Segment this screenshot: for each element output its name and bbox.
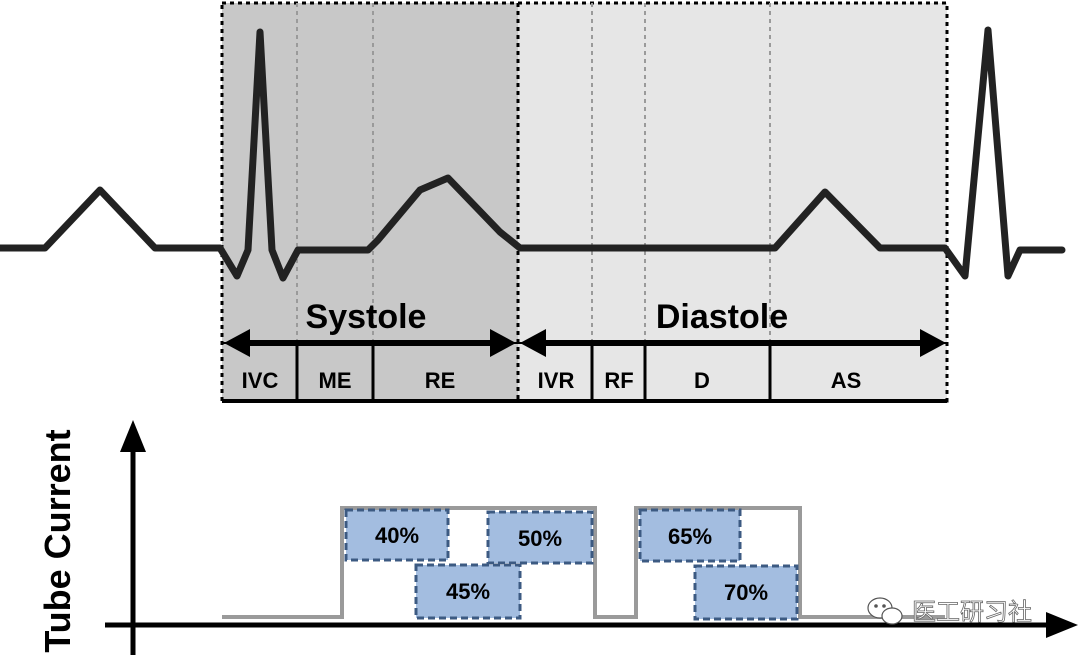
- phase-label-me: ME: [319, 368, 352, 393]
- phase-label-ivc: IVC: [242, 368, 279, 393]
- svg-text:45%: 45%: [446, 579, 490, 604]
- cardiac-cycle-frame: [220, 1, 949, 403]
- diastole-label: Diastole: [656, 298, 788, 336]
- svg-text:70%: 70%: [724, 580, 768, 605]
- wechat-icon: [867, 597, 903, 625]
- window-45: 45%: [414, 563, 522, 620]
- phase-label-re: RE: [425, 368, 456, 393]
- window-50: 50%: [486, 510, 594, 565]
- window-40: 40%: [344, 508, 450, 562]
- y-axis-arrowhead: [120, 420, 146, 452]
- tube-current-profile: [222, 506, 945, 619]
- phase-label-ivr: IVR: [538, 368, 575, 393]
- reconstruction-windows: 40% 45% 50% 65% 70%: [344, 508, 799, 621]
- svg-text:50%: 50%: [518, 526, 562, 551]
- diastole-region: [518, 3, 947, 401]
- window-65: 65%: [638, 508, 742, 563]
- watermark: 医工研习社: [867, 597, 1032, 626]
- svg-text:40%: 40%: [375, 523, 419, 548]
- ecg-waveform: [0, 26, 1066, 282]
- phase-label-d: D: [694, 368, 710, 393]
- phase-label-rf: RF: [604, 368, 633, 393]
- svg-text:65%: 65%: [668, 524, 712, 549]
- window-70: 70%: [693, 564, 799, 621]
- watermark-text: 医工研习社: [912, 598, 1032, 626]
- tube-current-axis-label: Tube Current: [37, 429, 78, 652]
- systole-label: Systole: [306, 298, 427, 336]
- x-axis-arrowhead: [1046, 612, 1078, 638]
- phase-label-as: AS: [831, 368, 862, 393]
- tube-current-axes: [105, 420, 1078, 655]
- phase-row: IVC ME RE IVR RF D AS: [222, 342, 947, 403]
